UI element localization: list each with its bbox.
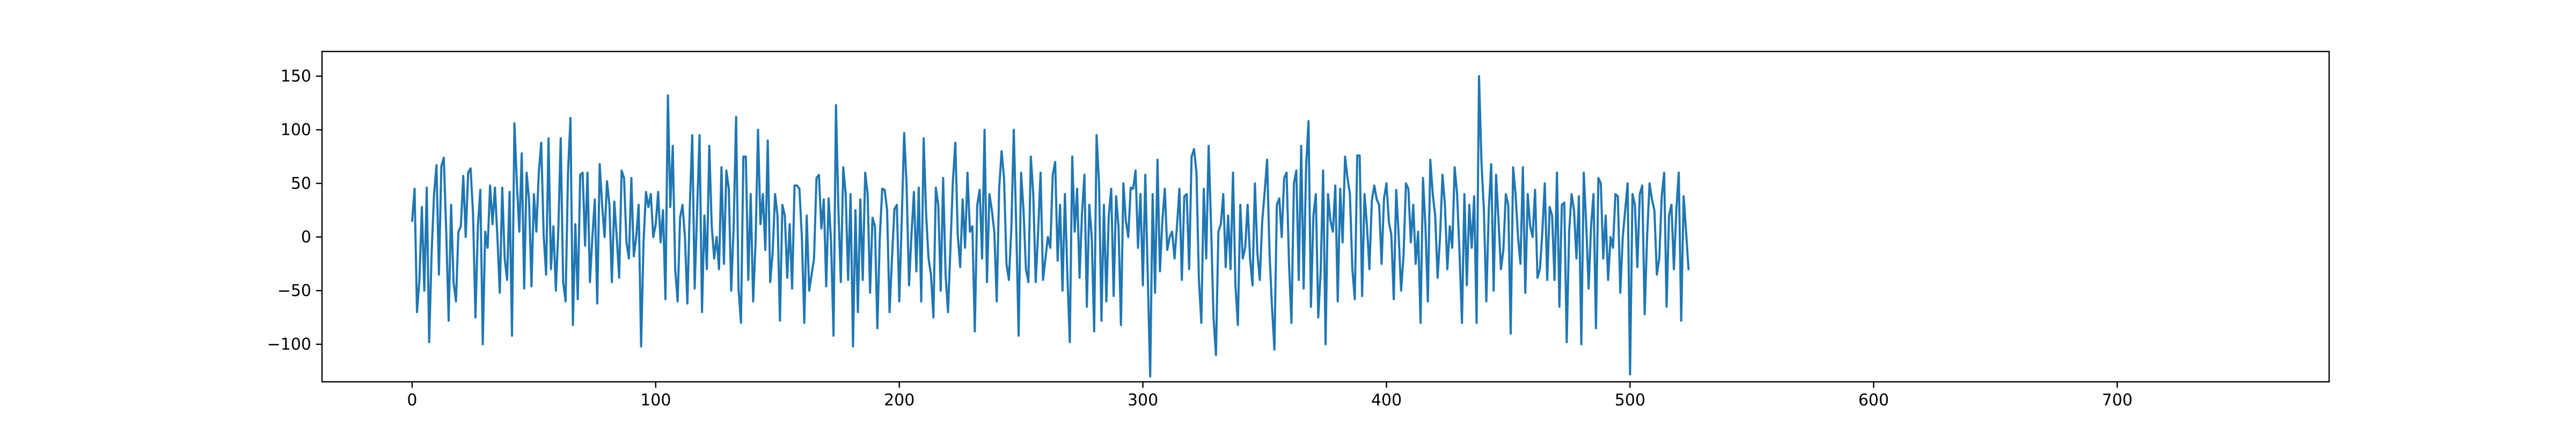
series-line-1: [411, 75, 1690, 378]
y-tick-label: 100: [281, 121, 311, 139]
y-axis: −100 −50 0 50 100 150: [267, 67, 322, 354]
x-tick-label: 700: [2102, 391, 2132, 410]
plot-area: [411, 75, 1690, 378]
y-tick-label: 150: [281, 67, 311, 86]
x-tick-label: 0: [407, 391, 417, 410]
axes-frame: [321, 50, 2330, 383]
x-tick-label: 200: [884, 391, 914, 410]
y-tick-label: 50: [291, 174, 311, 193]
x-tick-label: 400: [1371, 391, 1402, 410]
x-tick-label: 600: [1858, 391, 1889, 410]
y-tick-label: −50: [277, 282, 311, 300]
x-axis: 0 100 200 300 400 500 600 700: [407, 382, 2133, 410]
x-tick-label: 300: [1128, 391, 1158, 410]
x-tick-label: 100: [640, 391, 671, 410]
y-tick-label: −100: [267, 335, 311, 354]
x-tick-label: 500: [1615, 391, 1645, 410]
y-tick-label: 0: [301, 228, 311, 247]
